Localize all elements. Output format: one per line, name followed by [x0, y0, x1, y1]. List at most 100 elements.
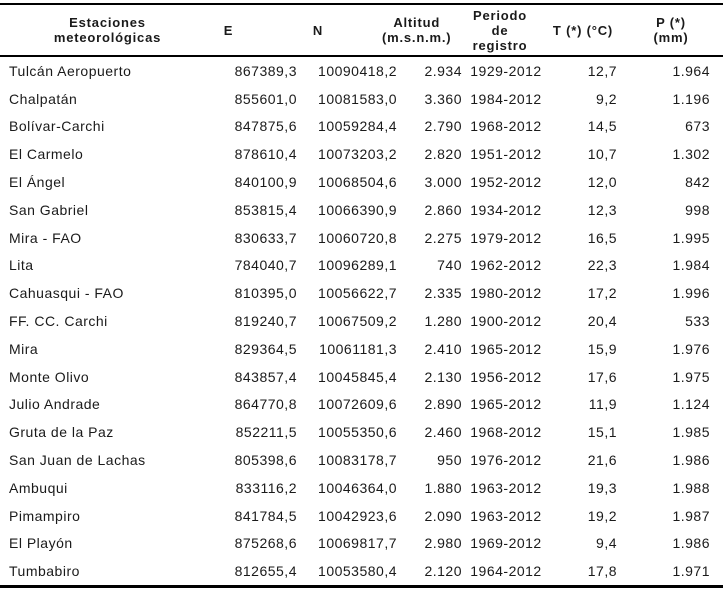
- cell-altitud: 740: [437, 257, 462, 274]
- column-header-station: Estaciones meteorológicas: [0, 4, 215, 56]
- cell-p: 1.984: [672, 257, 710, 274]
- column-header-temperatura: T (*) (°C): [547, 4, 619, 56]
- table-row: El Carmelo 878610,4 10073203,2 2.820 1951-20…: [0, 140, 723, 168]
- cell-n: 10055350,6: [318, 424, 397, 441]
- cell-e: 852211,5: [235, 424, 297, 441]
- cell-periodo: 1968-2012: [470, 424, 542, 441]
- cell-altitud: 950: [437, 452, 462, 469]
- cell-station: Tulcán Aeropuerto: [9, 62, 132, 79]
- cell-station: Gruta de la Paz: [9, 424, 114, 441]
- stations-table: Estaciones meteorológicas E N Altitud (m…: [0, 3, 723, 589]
- cell-n: 10096289,1: [318, 257, 397, 274]
- cell-altitud: 3.360: [424, 90, 462, 107]
- cell-periodo: 1962-2012: [470, 257, 542, 274]
- cell-p: 1.985: [672, 424, 710, 441]
- cell-station: Chalpatán: [9, 90, 78, 107]
- cell-e: 864770,8: [234, 396, 297, 413]
- table-row: Cahuasqui - FAO 810395,0 10056622,7 2.335 19…: [0, 279, 723, 307]
- cell-n: 10081583,0: [318, 90, 397, 107]
- cell-p: 998: [685, 201, 710, 218]
- cell-e: 819240,7: [234, 313, 297, 330]
- cell-periodo: 1964-2012: [470, 563, 542, 580]
- cell-n: 10056622,7: [318, 285, 397, 302]
- cell-e: 830633,7: [234, 229, 297, 246]
- cell-e: 833116,2: [235, 479, 297, 496]
- cell-n: 10072609,6: [318, 396, 397, 413]
- column-header-altitud-label: Altitud (m.s.n.m.): [382, 15, 452, 45]
- cell-p: 1.196: [672, 90, 710, 107]
- cell-altitud: 2.120: [424, 563, 462, 580]
- table-row: Mira 829364,5 10061181,3 2.410 1965-2012 15,9…: [0, 335, 723, 363]
- table-row: Pimampiro 841784,5 10042923,6 2.090 1963-201…: [0, 502, 723, 530]
- cell-e: 855601,0: [234, 90, 297, 107]
- column-header-n-label: N: [312, 22, 324, 38]
- cell-periodo: 1965-2012: [470, 340, 542, 357]
- cell-n: 10066390,9: [318, 201, 397, 218]
- cell-n: 10069817,7: [318, 535, 397, 552]
- table-row: Bolívar-Carchi 847875,6 10059284,4 2.790 196…: [0, 113, 723, 141]
- cell-n: 10053580,4: [318, 563, 397, 580]
- cell-periodo: 1952-2012: [470, 174, 542, 191]
- table-body: Tulcán Aeropuerto 867389,3 10090418,2 2.934…: [0, 56, 723, 587]
- cell-station: Cahuasqui - FAO: [9, 285, 124, 302]
- cell-altitud: 2.090: [424, 507, 462, 524]
- table-row: Julio Andrade 864770,8 10072609,6 2.890 1965…: [0, 391, 723, 419]
- cell-p: 1.987: [672, 507, 710, 524]
- cell-station: El Carmelo: [9, 146, 84, 163]
- cell-station: Lita: [9, 257, 34, 274]
- cell-p: 1.996: [672, 285, 710, 302]
- cell-t: 15,1: [587, 424, 617, 441]
- cell-altitud: 2.335: [424, 285, 462, 302]
- cell-altitud: 2.410: [424, 340, 462, 357]
- cell-periodo: 1900-2012: [470, 313, 542, 330]
- cell-p: 1.971: [672, 563, 710, 580]
- column-header-temperatura-label: T (*) (°C): [552, 22, 614, 38]
- cell-periodo: 1963-2012: [470, 507, 542, 524]
- cell-p: 1.976: [672, 340, 710, 357]
- cell-t: 19,2: [587, 507, 617, 524]
- cell-t: 14,5: [587, 118, 617, 135]
- table-row: Chalpatán 855601,0 10081583,0 3.360 1984-201…: [0, 85, 723, 113]
- cell-periodo: 1968-2012: [470, 118, 542, 135]
- cell-e: 841784,5: [234, 507, 297, 524]
- cell-t: 17,6: [587, 368, 617, 385]
- cell-station: FF. CC. Carchi: [9, 313, 108, 330]
- cell-station: Bolívar-Carchi: [9, 118, 105, 135]
- cell-altitud: 2.890: [424, 396, 462, 413]
- cell-t: 16,5: [587, 229, 617, 246]
- column-header-station-label: Estaciones meteorológicas: [53, 15, 162, 45]
- cell-e: 810395,0: [234, 285, 297, 302]
- cell-e: 840100,9: [234, 174, 297, 191]
- cell-n: 10068504,6: [318, 174, 397, 191]
- cell-p: 673: [685, 118, 710, 135]
- cell-n: 10073203,2: [318, 146, 397, 163]
- cell-altitud: 2.980: [424, 535, 462, 552]
- cell-n: 10060720,8: [318, 229, 397, 246]
- cell-t: 15,9: [587, 340, 617, 357]
- table-header: Estaciones meteorológicas E N Altitud (m…: [0, 4, 723, 56]
- cell-t: 17,2: [587, 285, 617, 302]
- cell-n: 10059284,4: [318, 118, 397, 135]
- cell-e: 847875,6: [234, 118, 297, 135]
- cell-n: 10042923,6: [318, 507, 397, 524]
- cell-n: 10061181,3: [319, 340, 397, 357]
- column-header-e: E: [215, 4, 300, 56]
- cell-station: Mira: [9, 340, 39, 357]
- cell-station: Mira - FAO: [9, 229, 82, 246]
- cell-periodo: 1965-2012: [470, 396, 542, 413]
- column-header-precipitacion-label: P (*) (mm): [653, 15, 689, 45]
- cell-periodo: 1956-2012: [470, 368, 542, 385]
- cell-station: Tumbabiro: [9, 563, 80, 580]
- cell-altitud: 2.130: [424, 368, 462, 385]
- cell-t: 21,6: [587, 452, 617, 469]
- table-row: Lita 784040,7 10096289,1 740 1962-2012 22,3 1.…: [0, 252, 723, 280]
- cell-e: 805398,6: [234, 452, 297, 469]
- cell-periodo: 1951-2012: [470, 146, 542, 163]
- cell-p: 1.986: [672, 535, 710, 552]
- cell-altitud: 2.820: [424, 146, 462, 163]
- cell-station: San Juan de Lachas: [9, 452, 146, 469]
- table-row: Gruta de la Paz 852211,5 10055350,6 2.460 19…: [0, 418, 723, 446]
- cell-altitud: 1.880: [424, 479, 462, 496]
- cell-periodo: 1976-2012: [470, 452, 542, 469]
